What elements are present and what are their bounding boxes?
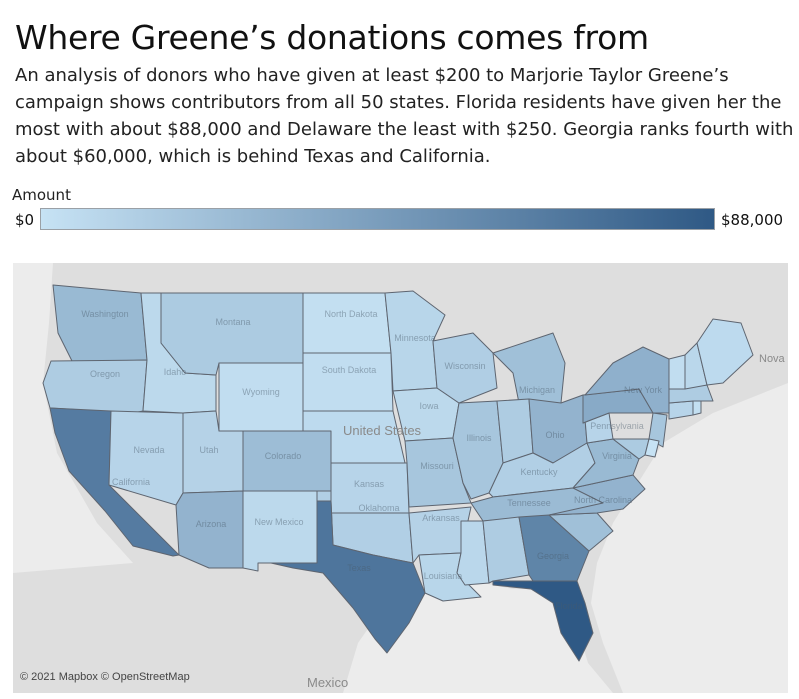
state-label-texas: Texas xyxy=(347,563,371,573)
state-label-colorado: Colorado xyxy=(265,451,302,461)
state-label-idaho: Idaho xyxy=(164,367,187,377)
state-arizona[interactable] xyxy=(175,490,244,569)
state-new-mexico[interactable] xyxy=(242,490,318,572)
state-north-dakota[interactable] xyxy=(302,292,392,354)
state-label-ohio: Ohio xyxy=(545,430,564,440)
neighbor-label-nova: Nova xyxy=(759,353,785,365)
state-label-kentucky: Kentucky xyxy=(520,467,558,477)
state-wyoming[interactable] xyxy=(218,362,304,432)
state-label-wyoming: Wyoming xyxy=(242,387,279,397)
state-new-jersey[interactable] xyxy=(648,412,668,448)
legend-max-label: $88,000 xyxy=(721,211,784,229)
map-attribution[interactable]: © 2021 Mapbox © OpenStreetMap xyxy=(20,671,190,683)
state-label-arkansas: Arkansas xyxy=(422,513,460,523)
state-label-georgia: Georgia xyxy=(537,551,569,561)
map-view[interactable]: Washington Oregon California Nevada Idaho Mon… xyxy=(13,263,788,693)
legend-min-label: $0 xyxy=(15,211,35,229)
state-label-wisconsin: Wisconsin xyxy=(444,361,485,371)
state-label-virginia: Virginia xyxy=(602,451,632,461)
state-label-north-carolina: North Carolina xyxy=(574,495,632,505)
map-canvas[interactable]: Washington Oregon California Nevada Idaho Mon… xyxy=(13,263,788,693)
neighbor-label-mexico: Mexico xyxy=(307,675,349,690)
state-rhode-island[interactable] xyxy=(692,400,702,416)
pacific-ocean xyxy=(13,263,133,573)
state-label-tennessee: Tennessee xyxy=(507,498,551,508)
state-label-north-dakota: North Dakota xyxy=(324,309,377,319)
state-maine[interactable] xyxy=(696,318,754,386)
state-texas[interactable] xyxy=(270,500,426,654)
page-title: Where Greene’s donations comes from xyxy=(15,18,649,57)
state-label-minnesota: Minnesota xyxy=(394,333,436,343)
state-label-utah: Utah xyxy=(199,445,218,455)
state-label-iowa: Iowa xyxy=(419,401,438,411)
state-label-arizona: Arizona xyxy=(196,519,227,529)
state-florida[interactable] xyxy=(492,580,594,662)
atlantic-ocean xyxy=(591,383,788,693)
state-north-carolina[interactable] xyxy=(548,474,646,516)
state-washington[interactable] xyxy=(52,284,148,364)
state-label-florida: Florida xyxy=(555,601,583,611)
state-label-oklahoma: Oklahoma xyxy=(358,503,399,513)
state-label-nevada: Nevada xyxy=(133,445,164,455)
state-label-oregon: Oregon xyxy=(90,369,120,379)
state-label-illinois: Illinois xyxy=(466,433,492,443)
state-label-new-mexico: New Mexico xyxy=(254,517,303,527)
state-label-michigan: Michigan xyxy=(519,385,555,395)
state-label-kansas: Kansas xyxy=(354,479,385,489)
state-south-dakota[interactable] xyxy=(302,352,394,412)
state-delaware[interactable] xyxy=(644,438,660,458)
states-layer[interactable] xyxy=(42,284,754,662)
state-label-washington: Washington xyxy=(81,309,128,319)
state-alabama[interactable] xyxy=(482,516,530,584)
state-labels-layer: Washington Oregon California Nevada Idaho Mon… xyxy=(81,309,662,611)
state-indiana[interactable] xyxy=(496,398,534,464)
state-label-missouri: Missouri xyxy=(420,461,454,471)
state-label-louisiana: Louisiana xyxy=(424,571,463,581)
state-label-south-dakota: South Dakota xyxy=(322,365,377,375)
state-vermont[interactable] xyxy=(668,354,686,390)
country-label: United States xyxy=(343,423,422,438)
state-label-pennsylvania: Pennsylvania xyxy=(590,421,644,431)
legend-title: Amount xyxy=(12,186,71,204)
state-label-new-york: New York xyxy=(624,385,663,395)
page-description: An analysis of donors who have given at … xyxy=(15,65,794,167)
legend-color-bar xyxy=(40,208,715,230)
state-oregon[interactable] xyxy=(42,359,148,414)
state-colorado[interactable] xyxy=(242,430,332,492)
state-label-montana: Montana xyxy=(215,317,250,327)
state-label-california: California xyxy=(112,477,150,487)
state-wisconsin[interactable] xyxy=(432,332,498,404)
